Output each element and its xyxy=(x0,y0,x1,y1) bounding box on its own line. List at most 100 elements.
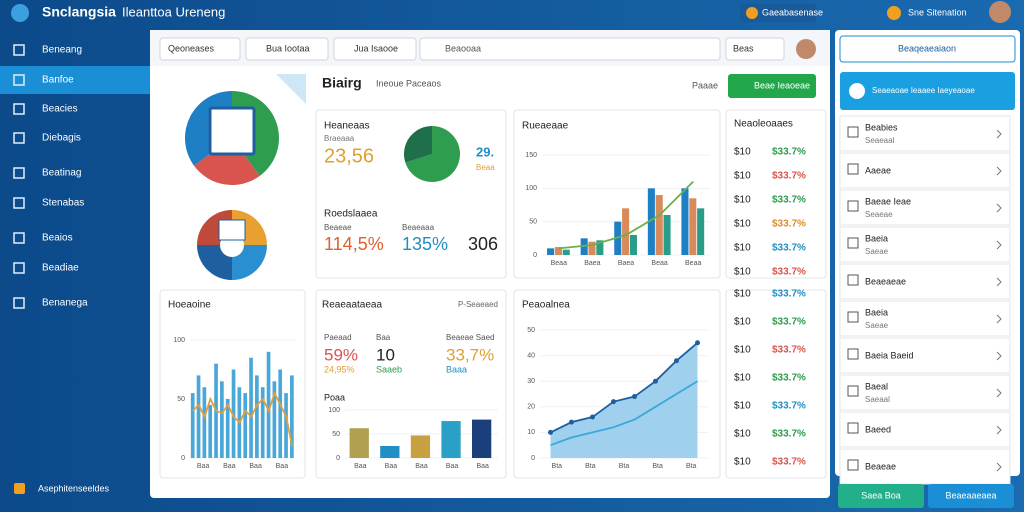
nav-item[interactable]: Beneang xyxy=(42,45,82,56)
item-label: Baeia xyxy=(865,307,888,317)
account-box[interactable] xyxy=(740,4,816,22)
kpi-label: Baa xyxy=(376,333,391,342)
filter[interactable] xyxy=(725,37,785,61)
change: $33.7% xyxy=(772,219,806,230)
y-tick-label: 0 xyxy=(533,252,537,259)
button-label[interactable]: Beaeaaeaea xyxy=(945,490,996,500)
bar xyxy=(220,381,224,458)
nav-item[interactable]: Benanega xyxy=(42,298,88,309)
bar xyxy=(349,428,369,458)
list-item[interactable] xyxy=(839,337,1011,374)
point xyxy=(674,358,679,364)
filter-label[interactable]: Beas xyxy=(733,43,754,53)
kpi-sub: Baaa xyxy=(446,364,467,374)
panel-title: Beaqeaeaiaon xyxy=(898,43,956,53)
item-icon xyxy=(847,348,859,360)
tab[interactable] xyxy=(245,37,329,61)
y-tick-label: 50 xyxy=(332,431,340,438)
list-item[interactable] xyxy=(839,189,1011,226)
tab-label[interactable]: Qeoneases xyxy=(168,43,215,53)
x-tick-label: Baea xyxy=(618,260,634,267)
nav-item[interactable]: Diebagis xyxy=(42,133,81,144)
footer-button[interactable] xyxy=(928,484,1014,508)
bar xyxy=(471,419,492,458)
primary-button[interactable] xyxy=(728,74,816,98)
item-label: Baeia xyxy=(865,233,888,243)
tab[interactable] xyxy=(159,37,241,61)
nav-item[interactable]: Beatinag xyxy=(42,168,81,179)
list-item[interactable] xyxy=(839,374,1011,411)
list-item[interactable] xyxy=(839,448,1011,485)
list-item[interactable] xyxy=(839,263,1011,300)
point xyxy=(548,429,553,435)
chevron xyxy=(996,240,1002,250)
list-item[interactable] xyxy=(839,411,1011,448)
footer-button[interactable] xyxy=(838,484,924,508)
document-icon xyxy=(208,106,256,156)
item-label: Beaeae xyxy=(865,461,896,471)
y-tick-label: 50 xyxy=(527,327,535,334)
kpi-value: 59% xyxy=(324,345,358,364)
search[interactable] xyxy=(419,37,721,61)
chevron xyxy=(996,388,1002,398)
tab[interactable] xyxy=(333,37,417,61)
nav-item[interactable]: Beadiae xyxy=(42,263,79,274)
nav-item[interactable]: Beaios xyxy=(42,233,73,244)
item-icon xyxy=(847,385,859,397)
list-item[interactable] xyxy=(839,226,1011,263)
panel-header[interactable] xyxy=(839,35,1016,63)
link[interactable]: Paaae xyxy=(692,80,718,90)
card-title: Poaa xyxy=(324,392,345,402)
amount: $10 xyxy=(734,429,751,440)
item-icon xyxy=(847,422,859,434)
list-item[interactable] xyxy=(839,300,1011,337)
kpi-sub: Saaeb xyxy=(376,364,402,374)
nav-icon xyxy=(13,74,25,86)
card-title: Neaoleoaaes xyxy=(734,119,793,130)
amount: $10 xyxy=(734,195,751,206)
area xyxy=(550,342,698,458)
nav-item[interactable]: Stenabas xyxy=(42,198,84,209)
list-item[interactable] xyxy=(839,152,1011,189)
tab-label[interactable]: Jua Isaooe xyxy=(354,43,398,53)
button-label[interactable]: Beae Ieaoeae xyxy=(754,80,810,90)
nav-item[interactable]: Banfoe xyxy=(42,75,74,86)
y-tick-label: 0 xyxy=(181,455,185,462)
chevron xyxy=(996,462,1002,472)
list-item[interactable] xyxy=(839,115,1011,152)
user-label[interactable]: Sne Sitenation xyxy=(908,7,967,17)
bar xyxy=(231,369,236,458)
link[interactable]: P-Seaeaed xyxy=(458,300,498,309)
bar xyxy=(266,351,271,458)
y-tick-label: 100 xyxy=(525,185,537,192)
nav-icon xyxy=(13,103,25,115)
pie-slice xyxy=(197,245,232,280)
tab-label[interactable]: Bua Iootaa xyxy=(266,43,310,53)
account-label[interactable]: Gaeabasenase xyxy=(762,7,823,17)
bar xyxy=(547,248,555,255)
item-label: Baeed xyxy=(865,424,891,434)
change: $33.7% xyxy=(772,345,806,356)
button-label[interactable]: Saea Boa xyxy=(861,490,901,500)
chevron xyxy=(996,203,1002,213)
amount: $10 xyxy=(734,243,751,254)
highlight xyxy=(840,72,1015,110)
avatar xyxy=(796,39,816,59)
point xyxy=(632,394,637,400)
pie-slice xyxy=(232,245,267,280)
item-icon xyxy=(847,163,859,175)
nav-item[interactable]: Beacies xyxy=(42,104,78,115)
sidebar-footer: Asephitenseeldes xyxy=(38,483,110,493)
amount: $10 xyxy=(734,219,751,230)
point xyxy=(611,399,616,405)
item-label: Beaeaeae xyxy=(865,276,906,286)
kpi-value: 10 xyxy=(376,345,395,364)
bar xyxy=(622,208,630,255)
card-title: Peaoalnea xyxy=(522,300,570,311)
change: $33.7% xyxy=(772,401,806,412)
user-icon xyxy=(887,6,901,20)
bar xyxy=(255,375,259,458)
item-label: Beabies xyxy=(865,122,898,132)
bar xyxy=(196,375,201,458)
